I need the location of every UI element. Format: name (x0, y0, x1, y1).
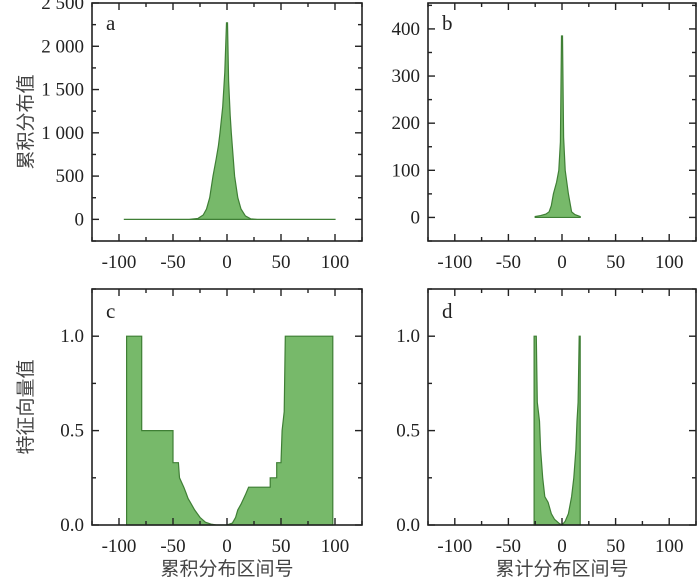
y-tick-label: 0.0 (60, 515, 84, 536)
y-tick-label: 300 (392, 66, 421, 87)
y-tick-label: 1.0 (60, 326, 84, 347)
panel-b: -100 -50 0 50 100 0 100 200 300 400 b (392, 2, 697, 273)
panel-letter: d (442, 299, 453, 323)
x-tick-label: 100 (655, 252, 684, 273)
area-series-a (123, 22, 336, 220)
y-tick-label: 500 (56, 166, 85, 187)
plot-frame (427, 288, 697, 526)
panel-letter: b (442, 11, 453, 35)
x-tick-label: 100 (321, 536, 350, 557)
y-tick-label: 100 (392, 160, 421, 181)
y-tick-label: 0 (75, 209, 85, 230)
x-tick-label: -100 (102, 252, 137, 273)
y-tick-label: 1 500 (41, 80, 84, 101)
y-tick-label: 1.0 (396, 326, 420, 347)
x-tick-label: -100 (437, 536, 472, 557)
x-tick-label: -50 (496, 536, 521, 557)
y-axis-label: 累积分布值 (15, 74, 37, 169)
y-tick-label: 400 (392, 19, 421, 40)
x-tick-label: -100 (102, 536, 137, 557)
x-tick-label: 0 (222, 252, 232, 273)
y-tick-label: 0.0 (396, 515, 420, 536)
x-tick-label: 50 (606, 536, 625, 557)
x-tick-label: 0 (222, 536, 232, 557)
y-tick-label: 2 000 (41, 36, 84, 57)
y-tick-label: 200 (392, 113, 421, 134)
y-tick-label: 1 000 (41, 123, 84, 144)
x-tick-label: 0 (557, 536, 567, 557)
area-series-b (534, 35, 581, 219)
y-tick-label: 0.5 (60, 421, 84, 442)
area-series-d (533, 335, 581, 526)
x-tick-label: 100 (321, 252, 350, 273)
x-tick-label: 50 (272, 252, 291, 273)
y-axis-label: 特征向量值 (15, 359, 37, 454)
x-tick-label: 100 (655, 536, 684, 557)
x-tick-label: -50 (160, 536, 185, 557)
x-tick-label: -100 (437, 252, 472, 273)
panel-letter: c (106, 299, 115, 323)
x-tick-label: -50 (496, 252, 521, 273)
panel-d: -100 -50 0 50 100 0.0 0.5 1.0 d 累计分布区间号 (396, 288, 697, 580)
x-tick-label: 50 (606, 252, 625, 273)
x-axis-label: 累积分布区间号 (160, 558, 293, 580)
y-tick-label: 0.5 (396, 421, 420, 442)
y-tick-label: 2 500 (41, 0, 84, 14)
x-tick-label: 50 (272, 536, 291, 557)
x-tick-label: 0 (557, 252, 567, 273)
y-tick-label: 0 (411, 207, 421, 228)
x-axis-label: 累计分布区间号 (495, 558, 628, 580)
x-tick-label: -50 (160, 252, 185, 273)
area-series-c (126, 335, 334, 526)
panel-letter: a (106, 11, 116, 35)
